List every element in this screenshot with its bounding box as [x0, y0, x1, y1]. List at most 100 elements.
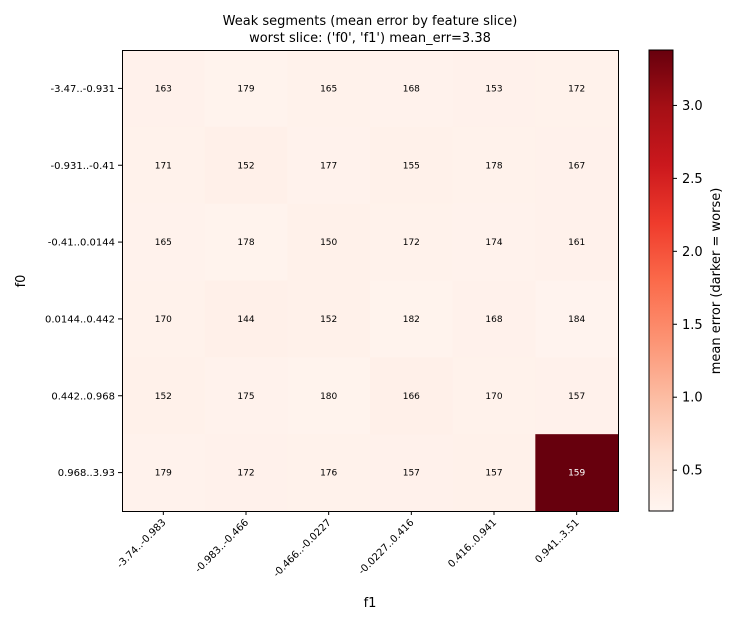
colorbar-axis: 0.5 1.0 1.5 2.0 2.5 3.0: [673, 99, 703, 479]
heatmap-cell: [287, 126, 371, 205]
heatmap-cell: [370, 434, 454, 512]
heatmap-cell: [204, 280, 288, 358]
cell-count-label: 157: [485, 469, 502, 479]
cell-count-label: 176: [320, 469, 337, 479]
heatmap-cell: [204, 126, 288, 205]
cell-count-label: 155: [403, 161, 420, 171]
cell-count-label: 161: [568, 238, 585, 248]
heatmap-cell: [535, 126, 619, 205]
x-tick-label: -0.0227..0.416: [357, 517, 417, 577]
heatmap-cell: [452, 357, 536, 435]
heatmap-cell: [287, 280, 371, 358]
heatmap-cell: [122, 357, 206, 435]
cell-count-label: 172: [403, 238, 420, 248]
heatmap-cell: [122, 434, 206, 512]
y-tick-label: -0.931..-0.41: [51, 161, 115, 172]
heatmap-cell: [452, 203, 536, 281]
cell-count-label: 171: [155, 161, 172, 171]
heatmap-cell: [204, 50, 288, 128]
heatmap-cell: [535, 203, 619, 281]
heatmap-cell: [122, 203, 206, 281]
cell-count-label: 157: [568, 392, 585, 402]
x-tick-label: 0.416..0.941: [446, 517, 499, 570]
chart-subtitle: worst slice: ('f0', 'f1') mean_err=3.38: [249, 31, 491, 46]
cell-count-label: 152: [155, 392, 172, 402]
colorbar-label: mean error (darker = worse): [709, 188, 724, 375]
heatmap-cell: [287, 357, 371, 435]
heatmap-cell: [535, 357, 619, 435]
heatmap-cell-labels: 163 179 165 168 153 172 171 152 177 155 178 167 165 1…: [155, 84, 586, 478]
colorbar-tick-label: 2.5: [682, 172, 703, 187]
y-axis: -3.47..-0.931 -0.931..-0.41 -0.41..0.0144 0…: [45, 84, 122, 479]
cell-count-label: 172: [237, 469, 254, 479]
cell-count-label: 166: [403, 392, 420, 402]
heatmap-cell: [370, 357, 454, 435]
heatmap-cell: [370, 126, 454, 205]
heatmap-cell: [452, 434, 536, 512]
heatmap-cell: [452, 50, 536, 128]
heatmap-cell: [535, 50, 619, 128]
heatmap-cell: [287, 434, 371, 512]
heatmap-cell: [370, 50, 454, 128]
y-axis-label: f0: [14, 275, 29, 288]
cell-count-label: 170: [155, 315, 172, 325]
cell-count-label: 165: [155, 238, 172, 248]
x-axis-label: f1: [364, 596, 377, 611]
x-tick-label: 0.941..3.51: [534, 517, 582, 565]
heatmap-cell: [535, 434, 619, 512]
cell-count-label: 152: [237, 161, 254, 171]
chart-title: Weak segments (mean error by feature sli…: [223, 14, 518, 29]
cell-count-label: 182: [403, 315, 420, 325]
x-axis: -3.74..-0.983 -0.983..-0.466 -0.466..-0.02…: [115, 511, 582, 580]
cell-count-label: 157: [403, 469, 420, 479]
cell-count-label: 180: [320, 392, 337, 402]
cell-count-label: 163: [155, 84, 172, 94]
plot-frame: [122, 50, 619, 512]
heatmap-cell: [370, 280, 454, 358]
cell-count-label: 144: [237, 315, 254, 325]
heatmap-cell: [287, 50, 371, 128]
cell-count-label: 178: [237, 238, 254, 248]
cell-count-label: 174: [485, 238, 502, 248]
heatmap-cell: [122, 50, 206, 128]
cell-count-label: 175: [237, 392, 254, 402]
x-tick-label: -3.74..-0.983: [115, 517, 168, 570]
cell-count-label: 165: [320, 84, 337, 94]
cell-count-label: 159: [568, 469, 585, 479]
heatmap-cell: [122, 280, 206, 358]
x-tick-label: -0.983..-0.466: [193, 517, 251, 575]
cell-count-label: 179: [237, 84, 254, 94]
heatmap-cell: [452, 126, 536, 205]
heatmap-cell: [122, 126, 206, 205]
cell-count-label: 168: [403, 84, 420, 94]
cell-count-label: 177: [320, 161, 337, 171]
colorbar-tick-label: 1.0: [682, 391, 703, 406]
y-tick-label: 0.968..3.93: [58, 468, 115, 479]
heatmap-cell: [204, 357, 288, 435]
heatmap-cell: [370, 203, 454, 281]
heatmap-cell: [204, 434, 288, 512]
colorbar-tick-label: 0.5: [682, 464, 703, 479]
cell-count-label: 167: [568, 161, 585, 171]
cell-count-label: 179: [155, 469, 172, 479]
heatmap-cells: [122, 50, 619, 512]
y-tick-label: -3.47..-0.931: [51, 84, 115, 95]
cell-count-label: 153: [485, 84, 502, 94]
cell-count-label: 170: [485, 392, 502, 402]
colorbar-tick-label: 1.5: [682, 318, 703, 333]
x-tick-label: -0.466..-0.0227: [271, 517, 333, 579]
y-tick-label: 0.442..0.968: [51, 391, 115, 402]
heatmap-cell: [452, 280, 536, 358]
y-tick-label: 0.0144..0.442: [45, 314, 115, 325]
colorbar: [648, 49, 674, 512]
cell-count-label: 184: [568, 315, 585, 325]
y-tick-label: -0.41..0.0144: [48, 238, 115, 249]
colorbar-tick-label: 3.0: [682, 99, 703, 114]
colorbar-tick-label: 2.0: [682, 245, 703, 260]
cell-count-label: 150: [320, 238, 337, 248]
cell-count-label: 152: [320, 315, 337, 325]
heatmap-cell: [204, 203, 288, 281]
cell-count-label: 168: [485, 315, 502, 325]
heatmap-cell: [287, 203, 371, 281]
